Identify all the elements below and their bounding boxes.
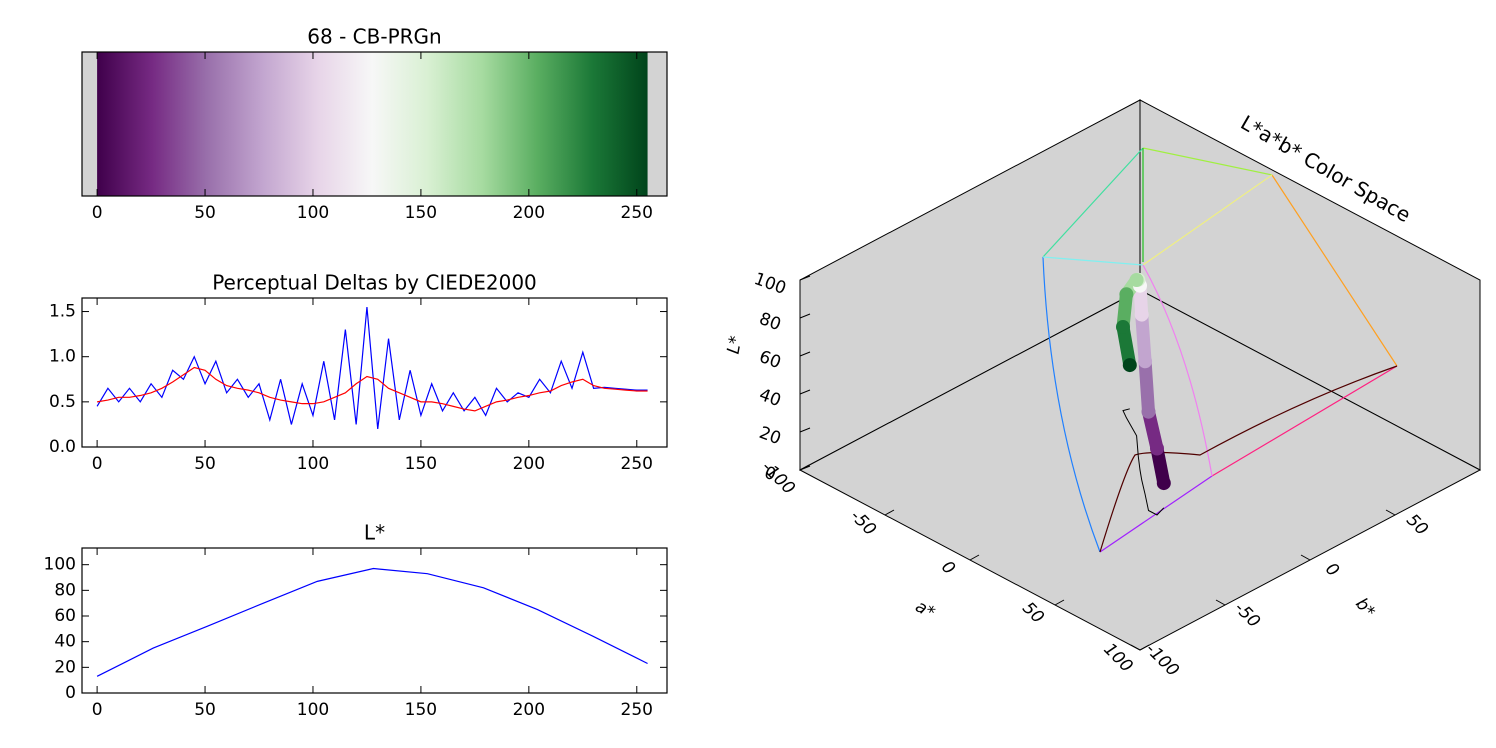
point bbox=[1116, 320, 1130, 334]
x-tick-label: -50 bbox=[846, 506, 880, 540]
y-tick-label: 20 bbox=[54, 657, 76, 677]
edge bbox=[1042, 256, 1101, 553]
tube-segment bbox=[1135, 308, 1152, 368]
y-tick-label: 0.5 bbox=[49, 392, 76, 412]
z-axis-label: L* bbox=[724, 334, 747, 355]
edge bbox=[1142, 264, 1213, 477]
x-tick-label: 250 bbox=[621, 700, 653, 720]
y-tick-label: 0 bbox=[65, 683, 76, 703]
chart-title: Perceptual Deltas by CIEDE2000 bbox=[212, 271, 537, 295]
x-tick-label: 150 bbox=[405, 454, 437, 474]
x-tick-label: 100 bbox=[297, 454, 329, 474]
y-tick-label: 50 bbox=[1402, 510, 1431, 539]
plot-frame bbox=[81, 51, 668, 197]
x-tick-label: 200 bbox=[513, 203, 545, 223]
x-tick bbox=[1139, 644, 1150, 651]
x-tick-label: 250 bbox=[621, 203, 653, 223]
y-tick-label: 40 bbox=[54, 632, 76, 652]
y-tick bbox=[1385, 509, 1396, 516]
point bbox=[1134, 307, 1149, 322]
z-tick bbox=[799, 389, 811, 395]
x-tick bbox=[884, 509, 895, 516]
edge bbox=[1142, 147, 1273, 176]
line bbox=[96, 567, 648, 677]
y-tick bbox=[1130, 644, 1141, 651]
point bbox=[1119, 287, 1134, 302]
y-axis-label: b* bbox=[1351, 594, 1379, 622]
z-tick-label: 80 bbox=[756, 309, 783, 335]
y-tick-label: 0.0 bbox=[49, 437, 76, 457]
y-tick bbox=[1300, 554, 1311, 561]
x-tick bbox=[1054, 599, 1065, 606]
z-tick-label: 100 bbox=[751, 269, 788, 299]
x-tick-label: 0 bbox=[92, 700, 103, 720]
edge bbox=[1142, 174, 1273, 266]
point bbox=[1129, 273, 1144, 287]
point bbox=[1138, 354, 1153, 369]
colorbar bbox=[97, 52, 648, 196]
plot-frame bbox=[81, 547, 668, 694]
chart-title: L* bbox=[364, 521, 385, 545]
z-tick-label: 40 bbox=[756, 385, 783, 411]
z-tick bbox=[799, 313, 811, 319]
x-tick-label: 0 bbox=[937, 557, 959, 579]
x-tick-label: 150 bbox=[405, 700, 437, 720]
point bbox=[1150, 441, 1164, 456]
edge bbox=[1042, 256, 1144, 266]
z-tick bbox=[799, 275, 811, 281]
x-tick-label: 0 bbox=[92, 454, 103, 474]
x-tick-label: 150 bbox=[405, 203, 437, 223]
point bbox=[1122, 358, 1137, 373]
y-tick-label: 100 bbox=[44, 555, 76, 575]
x-tick-label: 250 bbox=[621, 454, 653, 474]
z-tick bbox=[799, 351, 811, 357]
x-tick-label: 200 bbox=[513, 454, 545, 474]
y-tick-label: 1.0 bbox=[49, 347, 76, 367]
x-tick-label: 50 bbox=[194, 203, 216, 223]
edge bbox=[1211, 365, 1398, 477]
y-tick-label: 60 bbox=[54, 606, 76, 626]
y-tick-label: 1.5 bbox=[49, 302, 76, 322]
x-tick-label: 50 bbox=[1018, 598, 1047, 627]
z-tick bbox=[799, 427, 811, 433]
x-axis-label: a* bbox=[912, 597, 938, 624]
plot-background bbox=[82, 298, 667, 447]
chart-title: 68 - CB-PRGn bbox=[307, 25, 441, 49]
x-tick-label: 100 bbox=[297, 203, 329, 223]
edge bbox=[1099, 365, 1398, 553]
point bbox=[1156, 476, 1171, 491]
edge bbox=[1271, 174, 1398, 367]
line bbox=[96, 306, 648, 430]
y-tick-label: -50 bbox=[1230, 598, 1264, 632]
y-tick-label: 0 bbox=[1321, 559, 1343, 581]
z-tick-label: 60 bbox=[756, 347, 783, 373]
tube-segment bbox=[1138, 354, 1155, 419]
line bbox=[97, 366, 648, 412]
x-tick-label: 100 bbox=[297, 700, 329, 720]
plot-background bbox=[82, 548, 667, 693]
x-tick-label: 50 bbox=[194, 454, 216, 474]
x-tick-label: 50 bbox=[194, 700, 216, 720]
x-tick-label: 0 bbox=[92, 203, 103, 223]
point bbox=[1141, 404, 1156, 419]
edge bbox=[1042, 147, 1144, 258]
z-tick bbox=[799, 465, 811, 471]
x-tick bbox=[969, 554, 980, 561]
y-tick-label: 80 bbox=[54, 580, 76, 600]
floor-projection bbox=[1122, 408, 1165, 516]
plot-frame bbox=[81, 297, 668, 448]
y-tick bbox=[1215, 599, 1226, 606]
z-tick-label: 20 bbox=[756, 423, 783, 449]
x-tick-label: 200 bbox=[513, 700, 545, 720]
